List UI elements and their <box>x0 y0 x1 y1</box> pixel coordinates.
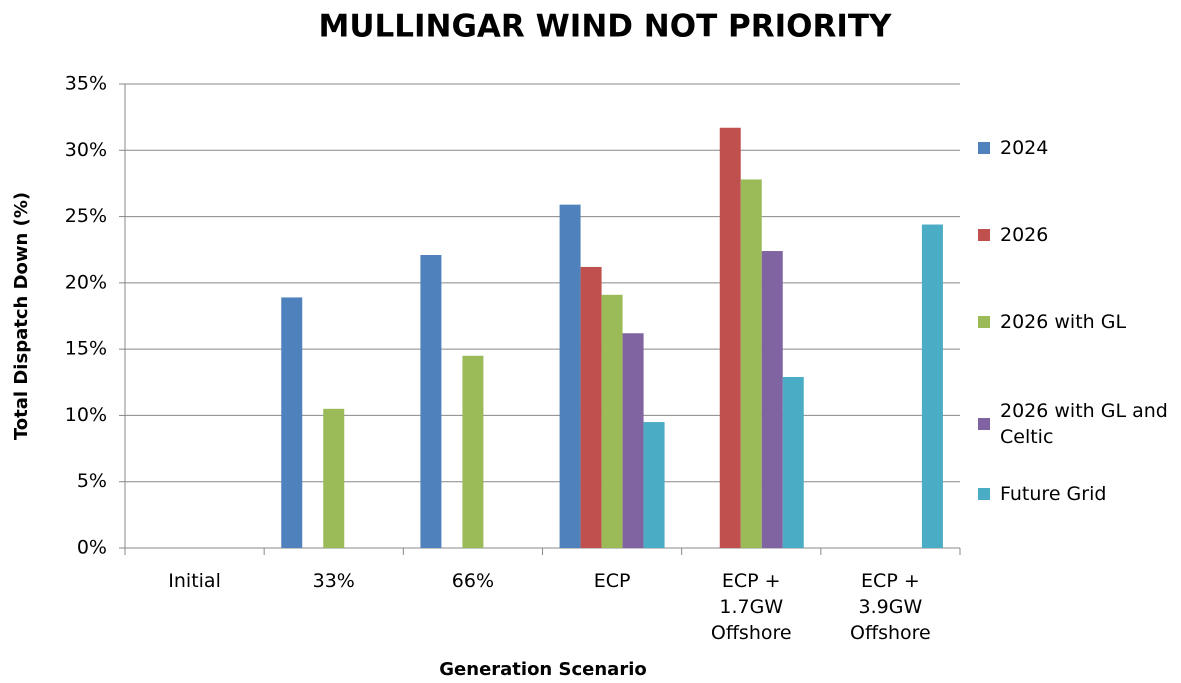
x-tick-label: 33% <box>312 570 355 592</box>
bar <box>462 355 484 548</box>
bar <box>761 251 783 549</box>
x-tick-label: ECP + 3.9GW Offshore <box>850 570 931 644</box>
x-tick-label: ECP + 1.7GW Offshore <box>710 570 792 644</box>
y-tick-label: 0% <box>77 537 107 559</box>
legend-label: 2024 <box>1000 137 1049 159</box>
x-tick-label: 66% <box>451 570 495 592</box>
bar <box>420 255 442 548</box>
y-tick-label: 15% <box>65 338 107 360</box>
y-tick-label: 20% <box>65 271 107 293</box>
bar <box>643 422 665 548</box>
bar <box>921 224 943 549</box>
legend-label: 2026 with GL and Celtic <box>1000 400 1168 448</box>
legend-label: 2026 <box>1000 224 1049 246</box>
y-tick-label: 35% <box>65 73 107 95</box>
y-tick-label: 30% <box>65 139 107 161</box>
y-tick-label: 5% <box>77 470 107 492</box>
legend-swatch <box>978 488 990 500</box>
bar <box>622 333 644 548</box>
bar <box>601 294 623 548</box>
bar <box>559 204 581 548</box>
bar <box>580 266 602 548</box>
legend-label: Future Grid <box>1000 483 1107 505</box>
legend-swatch <box>978 142 990 154</box>
bar <box>740 179 762 549</box>
y-tick-label: 10% <box>65 404 107 426</box>
y-axis-label: Total Dispatch Down (%) <box>11 192 32 440</box>
bar <box>782 376 804 548</box>
chart-title: MULLINGAR WIND NOT PRIORITY <box>318 9 892 45</box>
legend-swatch <box>978 316 990 328</box>
bar <box>323 408 345 548</box>
legend-swatch <box>978 229 990 241</box>
bar <box>719 127 741 549</box>
legend-label: 2026 with GL <box>1000 311 1127 333</box>
bar <box>281 297 303 548</box>
y-tick-label: 25% <box>65 205 107 227</box>
legend-swatch <box>978 418 990 430</box>
x-axis-label: Generation Scenario <box>439 659 646 680</box>
x-tick-label: ECP <box>593 570 631 592</box>
x-tick-label: Initial <box>168 570 221 592</box>
